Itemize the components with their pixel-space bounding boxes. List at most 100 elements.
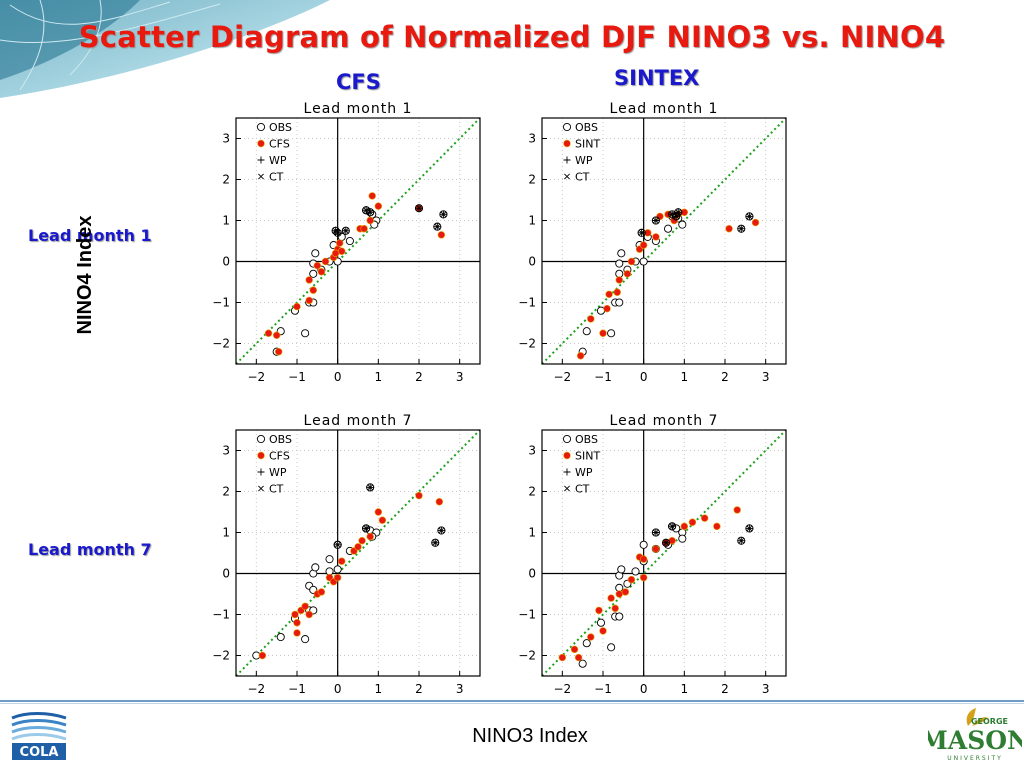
obs-point bbox=[617, 249, 626, 258]
ct-point bbox=[416, 205, 422, 212]
slide-title: Scatter Diagram of Normalized DJF NINO3 … bbox=[78, 20, 946, 54]
x-tick-label: −1 bbox=[288, 370, 306, 384]
series-ct bbox=[651, 522, 754, 547]
overlay-ring bbox=[333, 228, 342, 237]
model-point bbox=[713, 522, 721, 531]
row-label-lead-month-7: Lead month 7 bbox=[28, 540, 152, 559]
model-point bbox=[639, 241, 648, 249]
ct-point bbox=[367, 484, 374, 491]
model-point bbox=[415, 491, 423, 500]
obs-point bbox=[582, 639, 591, 648]
overlay-ring bbox=[651, 216, 660, 225]
series-obs bbox=[578, 212, 687, 356]
scatter-panel-1: −2 −1 0 1 2 3 −2 −1 0 1 2 3 Lead month 1 OBS CFS WP CT bbox=[212, 101, 481, 384]
obs-point bbox=[325, 555, 334, 564]
model-point bbox=[360, 225, 368, 233]
legend-label: CFS bbox=[269, 450, 290, 463]
legend-label: CT bbox=[575, 171, 590, 184]
obs-point bbox=[678, 220, 687, 229]
model-point bbox=[257, 139, 265, 148]
ct-point bbox=[746, 525, 753, 532]
obs-point bbox=[301, 329, 310, 338]
ct-point bbox=[334, 541, 341, 548]
obs-point bbox=[639, 540, 648, 549]
x-tick-label: 0 bbox=[334, 370, 342, 384]
row-label-lead-month-1: Lead month 1 bbox=[28, 226, 152, 245]
legend-label: WP bbox=[269, 466, 287, 479]
model-point bbox=[317, 268, 326, 276]
series-cfs bbox=[258, 491, 444, 660]
y-tick-label: 2 bbox=[528, 173, 536, 187]
obs-point bbox=[617, 565, 626, 574]
plot-frame bbox=[541, 117, 787, 365]
cola-logo-text: COLA bbox=[20, 745, 59, 760]
x-tick-label: −1 bbox=[594, 682, 612, 696]
series-cfs bbox=[264, 192, 446, 356]
plot-frame bbox=[235, 429, 481, 677]
wp-point bbox=[257, 468, 265, 476]
mason-logo-bottom-text: UNIVERSITY bbox=[947, 755, 1003, 762]
y-tick-label: 1 bbox=[528, 526, 536, 540]
obs-point bbox=[562, 122, 572, 132]
model-point bbox=[751, 218, 760, 227]
y-tick-label: 1 bbox=[528, 214, 536, 228]
ct-point bbox=[367, 209, 374, 216]
model-point bbox=[366, 532, 374, 541]
model-point bbox=[331, 249, 340, 258]
y-tick-label: 3 bbox=[222, 444, 230, 458]
model-point bbox=[599, 329, 607, 337]
george-mason-logo: GEORGE MASON UNIVERSITY bbox=[928, 708, 1022, 762]
legend: OBS CFS WP CT bbox=[256, 433, 292, 496]
y-tick-label: −1 bbox=[212, 608, 230, 622]
overlay-ring bbox=[637, 228, 646, 237]
y-tick-label: 3 bbox=[528, 132, 536, 146]
ct-point bbox=[738, 225, 745, 232]
scatter-panel-4: −2 −1 0 1 2 3 −2 −1 0 1 2 3 Lead month 7 OBS SINT WP CT bbox=[518, 413, 787, 696]
y-tick-label: 0 bbox=[528, 567, 536, 581]
model-point bbox=[615, 590, 623, 598]
overlay-ring bbox=[674, 208, 683, 217]
model-point bbox=[733, 506, 741, 514]
model-point bbox=[257, 451, 265, 460]
series-sint bbox=[558, 506, 741, 662]
model-point bbox=[275, 348, 283, 356]
x-tick-label: 2 bbox=[721, 370, 729, 384]
ct-point bbox=[434, 223, 441, 230]
overlay-ring bbox=[439, 210, 448, 219]
model-point bbox=[613, 288, 621, 296]
obs-point bbox=[256, 434, 266, 444]
scatter-panel-2: −2 −1 0 1 2 3 −2 −1 0 1 2 3 Lead month 1 OBS SINT WP CT bbox=[518, 101, 787, 384]
obs-point bbox=[639, 257, 648, 266]
legend-label: CT bbox=[575, 483, 590, 496]
obs-point bbox=[309, 269, 318, 278]
model-point bbox=[338, 557, 346, 565]
wp-point bbox=[257, 156, 265, 164]
y-tick-label: −2 bbox=[212, 337, 230, 351]
obs-point bbox=[562, 434, 572, 444]
model-point bbox=[587, 315, 595, 323]
ct-point bbox=[432, 539, 439, 546]
ct-point bbox=[652, 529, 659, 536]
overlay-ring bbox=[745, 524, 754, 533]
model-point bbox=[639, 573, 648, 582]
legend-label: WP bbox=[269, 154, 287, 167]
y-tick-label: 0 bbox=[222, 255, 230, 269]
model-point bbox=[607, 594, 615, 602]
model-point bbox=[570, 645, 579, 654]
x-tick-label: 2 bbox=[415, 370, 423, 384]
model-point bbox=[366, 216, 374, 225]
model-point bbox=[264, 329, 273, 337]
obs-point bbox=[607, 329, 616, 338]
globe-decoration bbox=[0, 0, 330, 98]
legend-label: WP bbox=[575, 466, 593, 479]
x-tick-label: 2 bbox=[415, 682, 423, 696]
overlay-ring bbox=[362, 524, 371, 533]
model-point bbox=[338, 247, 346, 255]
model-point bbox=[652, 545, 660, 553]
x-tick-label: −1 bbox=[594, 370, 612, 384]
overlay-ring bbox=[668, 522, 677, 531]
model-point bbox=[680, 522, 689, 531]
y-tick-label: 1 bbox=[222, 214, 230, 228]
obs-point bbox=[311, 563, 320, 572]
x-tick-label: 1 bbox=[681, 370, 689, 384]
